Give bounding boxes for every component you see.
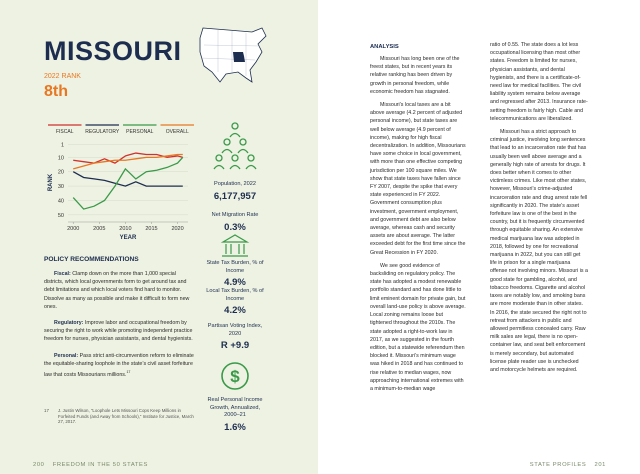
- population-icon: [213, 122, 257, 170]
- stat-block: Partisan Voting Index, 2020 R +9.9: [200, 323, 270, 351]
- stat-value: 1.6%: [224, 421, 246, 433]
- y-tick-label: 20: [58, 170, 64, 176]
- rank-label: 2022 RANK: [44, 73, 81, 80]
- x-tick-label: 2010: [119, 226, 131, 232]
- footnote-text: J. Justin Wilson, “Loophole Lets Missour…: [58, 408, 194, 425]
- policy-item: Regulatory: Improve labor and occupation…: [44, 319, 196, 344]
- x-tick-label: 2015: [145, 226, 157, 232]
- running-title: FREEDOM IN THE 50 STATES: [52, 462, 148, 468]
- stat-label: Local Tax Burden, % of Income: [206, 288, 264, 302]
- stat-block: Population, 2022 6,177,957: [200, 181, 270, 202]
- rank-chart: 1 10 20 30 40 50 2000 2005 2010 2015 2020 YEAR RANK F…: [48, 124, 194, 241]
- stat-label: State Tax Burden, % of Income: [206, 260, 264, 274]
- analysis-column-2: ratio of 0.55. The state does a lot less…: [490, 41, 588, 379]
- analysis-column-1: Missouri has long been one of the freest…: [370, 55, 466, 398]
- analysis-paragraph: Missouri’s local taxes are a bit above a…: [370, 102, 466, 256]
- y-tick-label: 30: [58, 184, 64, 190]
- y-tick-label: 50: [58, 213, 64, 219]
- missouri-shape: [233, 52, 245, 62]
- series-line: [73, 153, 183, 170]
- stat-block: State Tax Burden, % of Income 4.9%: [200, 260, 270, 288]
- y-tick-label: 40: [58, 198, 64, 204]
- y-tick-label: 10: [58, 155, 64, 161]
- legend-label: REGULATORY: [85, 129, 120, 135]
- rank-value: 8th: [44, 83, 68, 100]
- stat-label: Net Migration Rate: [211, 212, 259, 218]
- footnote-number: 17: [44, 408, 49, 413]
- state-borders: [200, 30, 261, 76]
- y-axis-label: RANK: [48, 173, 54, 191]
- stat-block: Net Migration Rate 0.3%: [200, 212, 270, 233]
- footer-left: 200 FREEDOM IN THE 50 STATES: [33, 462, 148, 468]
- policy-text: Improve labor and occupational freedom b…: [44, 320, 193, 343]
- footnote-ref: 17: [126, 370, 131, 375]
- analysis-paragraph: We see good evidence of backsliding on r…: [370, 262, 466, 392]
- svg-text:$: $: [230, 367, 240, 386]
- us-outline: [199, 27, 267, 83]
- policy-label: Personal:: [54, 352, 79, 359]
- analysis-heading: ANALYSIS: [370, 44, 399, 50]
- x-tick-label: 2020: [171, 226, 183, 232]
- page-number: 201: [594, 462, 606, 468]
- series-line: [72, 171, 183, 187]
- running-title: STATE PROFILES: [529, 462, 587, 468]
- left-page-background: [0, 0, 318, 474]
- policy-item: Fiscal: Clamp down on the more than 1,00…: [44, 270, 196, 311]
- analysis-paragraph: Missouri has long been one of the freest…: [370, 56, 460, 95]
- x-tick-label: 2005: [93, 226, 105, 232]
- page-number: 200: [33, 462, 45, 468]
- policy-heading: POLICY RECOMMENDATIONS: [44, 256, 139, 263]
- policy-list: Fiscal: Clamp down on the more than 1,00…: [44, 270, 196, 387]
- stat-value: R +9.9: [220, 340, 250, 352]
- stat-value: 4.2%: [224, 305, 246, 317]
- analysis-paragraph: Missouri has a strict approach to crimin…: [490, 129, 588, 373]
- legend-label: OVERALL: [166, 129, 189, 135]
- stat-label: Real Personal Income Growth, Annualized,…: [207, 397, 263, 419]
- y-tick-label: 1: [61, 142, 64, 148]
- us-map: [199, 27, 267, 83]
- footnote: 17 J. Justin Wilson, “Loophole Lets Miss…: [44, 408, 196, 425]
- policy-item: Personal: Pass strict anti-circumvention…: [44, 352, 196, 379]
- stat-value: 4.9%: [224, 277, 246, 289]
- stat-value: 6,177,957: [213, 190, 257, 202]
- capitol-icon: [220, 234, 250, 257]
- series-line: [73, 152, 183, 164]
- policy-label: Regulatory:: [54, 320, 84, 327]
- policy-label: Fiscal:: [54, 271, 71, 277]
- stat-value: 0.3%: [224, 221, 246, 233]
- series-line: [72, 156, 184, 210]
- stat-label: Partisan Voting Index, 2020: [207, 323, 263, 337]
- footer-right: STATE PROFILES 201: [530, 462, 606, 468]
- x-axis-label: YEAR: [120, 235, 137, 241]
- analysis-paragraph: ratio of 0.55. The state does a lot less…: [490, 42, 588, 122]
- legend-label: PERSONAL: [126, 129, 153, 135]
- stat-label: Population, 2022: [214, 181, 256, 187]
- legend-label: FISCAL: [56, 129, 74, 135]
- state-title: MISSOURI: [44, 36, 182, 66]
- stat-block: Local Tax Burden, % of Income 4.2%: [200, 288, 270, 316]
- stat-block: Real Personal Income Growth, Annualized,…: [200, 397, 270, 433]
- policy-text: Pass strict anti-circumvention reform to…: [44, 352, 194, 378]
- policy-text: Clamp down on the more than 1,000 specia…: [44, 271, 190, 310]
- x-tick-label: 2000: [67, 226, 79, 232]
- dollar-icon: $: [221, 362, 249, 390]
